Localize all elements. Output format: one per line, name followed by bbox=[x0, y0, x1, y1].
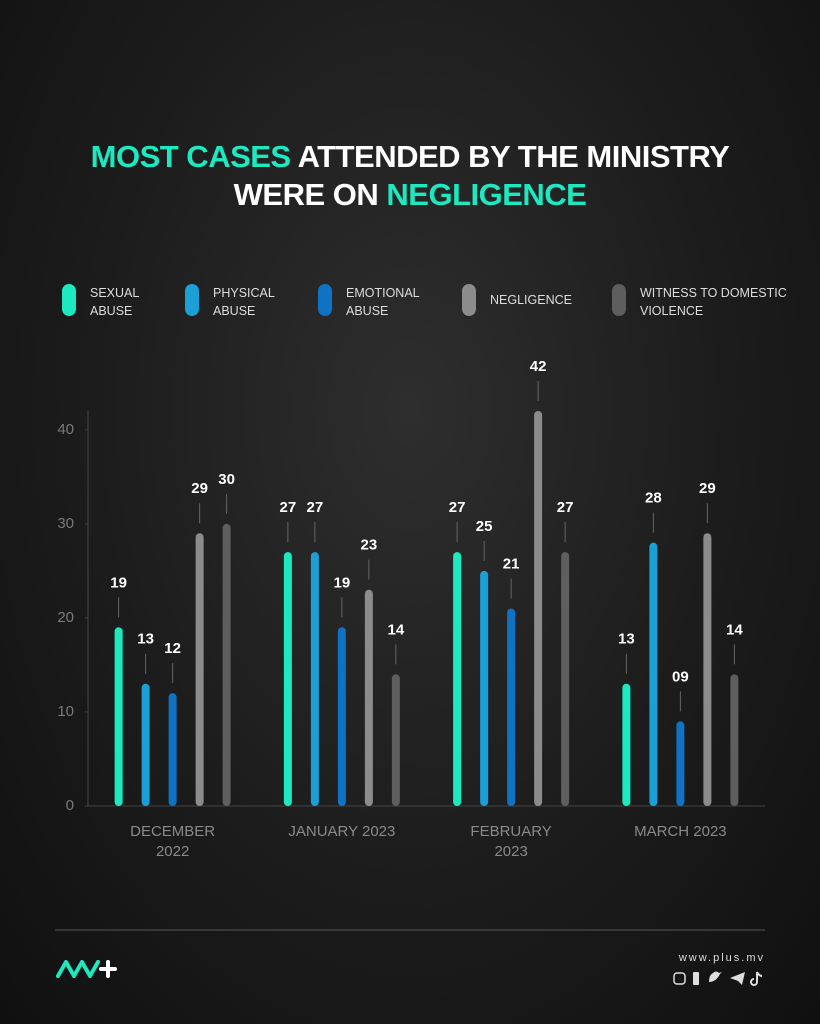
legend-item: NEGLIGENCE bbox=[462, 284, 600, 316]
y-tick-label: 20 bbox=[57, 609, 74, 626]
legend-label: PHYSICAL ABUSE bbox=[213, 286, 275, 318]
value-label: 42 bbox=[530, 358, 547, 375]
bar bbox=[534, 411, 543, 806]
value-label: 29 bbox=[699, 480, 716, 497]
x-tick-label: JANUARY 2023 bbox=[288, 823, 396, 840]
value-label: 30 bbox=[218, 471, 235, 488]
logo bbox=[56, 960, 117, 978]
bar bbox=[141, 683, 150, 806]
value-label: 27 bbox=[557, 499, 574, 516]
bar bbox=[283, 552, 292, 806]
legend-item: EMOTIONAL ABUSE bbox=[318, 284, 446, 320]
bar bbox=[480, 570, 489, 806]
website: www.plus.mv bbox=[678, 952, 765, 964]
y-tick-label: 40 bbox=[57, 421, 74, 438]
title-run: MOST CASES bbox=[90, 139, 291, 174]
bar bbox=[391, 674, 400, 806]
value-label: 27 bbox=[449, 499, 466, 516]
value-label: 14 bbox=[726, 621, 743, 638]
bar bbox=[730, 674, 739, 806]
value-label: 13 bbox=[618, 631, 635, 648]
value-label: 27 bbox=[280, 499, 297, 516]
value-label: 12 bbox=[164, 640, 181, 657]
social-icons bbox=[673, 971, 763, 986]
bar bbox=[622, 683, 631, 806]
legend-label: SEXUAL ABUSE bbox=[90, 286, 139, 318]
legend-label: NEGLIGENCE bbox=[490, 293, 572, 307]
bar bbox=[703, 533, 712, 806]
x-tick-label: MARCH 2023 bbox=[634, 823, 727, 840]
bar bbox=[195, 533, 204, 806]
title-run: ATTENDED BY THE MINISTRY bbox=[297, 139, 730, 174]
chart-title: MOST CASES ATTENDED BY THE MINISTRY WERE… bbox=[0, 138, 820, 214]
value-label: 29 bbox=[191, 480, 208, 497]
legend-marker bbox=[185, 284, 199, 316]
bar bbox=[364, 589, 373, 806]
legend-label: EMOTIONAL ABUSE bbox=[346, 286, 420, 318]
bar bbox=[337, 627, 346, 806]
legend-marker bbox=[318, 284, 332, 316]
title-run: NEGLIGENCE bbox=[386, 177, 587, 212]
bar bbox=[310, 552, 319, 806]
value-label: 19 bbox=[334, 574, 351, 591]
x-tick-label: FEBRUARY 2023 bbox=[470, 823, 552, 860]
y-tick-label: 30 bbox=[57, 515, 74, 532]
legend-marker bbox=[612, 284, 626, 316]
x-tick-label: DECEMBER 2022 bbox=[130, 823, 216, 860]
value-label: 09 bbox=[672, 668, 689, 685]
legend-item: WITNESS TO DOMESTIC VIOLENCE bbox=[612, 284, 790, 320]
bar bbox=[676, 721, 685, 806]
value-label: 13 bbox=[137, 631, 154, 648]
bar bbox=[561, 552, 570, 806]
bar bbox=[507, 608, 516, 806]
bar bbox=[453, 552, 462, 806]
bar bbox=[168, 693, 177, 806]
bar bbox=[114, 627, 123, 806]
value-label: 27 bbox=[307, 499, 324, 516]
legend-marker bbox=[462, 284, 476, 316]
value-label: 14 bbox=[388, 621, 405, 638]
bar bbox=[649, 542, 658, 806]
value-label: 28 bbox=[645, 490, 662, 507]
bar bbox=[222, 523, 231, 806]
value-label: 25 bbox=[476, 518, 493, 535]
title-run: WERE ON bbox=[233, 177, 379, 212]
legend-item: PHYSICAL ABUSE bbox=[185, 284, 303, 320]
legend-item: SEXUAL ABUSE bbox=[62, 284, 170, 320]
y-tick-label: 10 bbox=[57, 703, 74, 720]
value-label: 23 bbox=[361, 537, 378, 554]
value-label: 19 bbox=[110, 574, 127, 591]
y-tick-label: 0 bbox=[66, 797, 74, 814]
legend-marker bbox=[62, 284, 76, 316]
legend-label: WITNESS TO DOMESTIC VIOLENCE bbox=[640, 286, 787, 318]
value-label: 21 bbox=[503, 555, 520, 572]
